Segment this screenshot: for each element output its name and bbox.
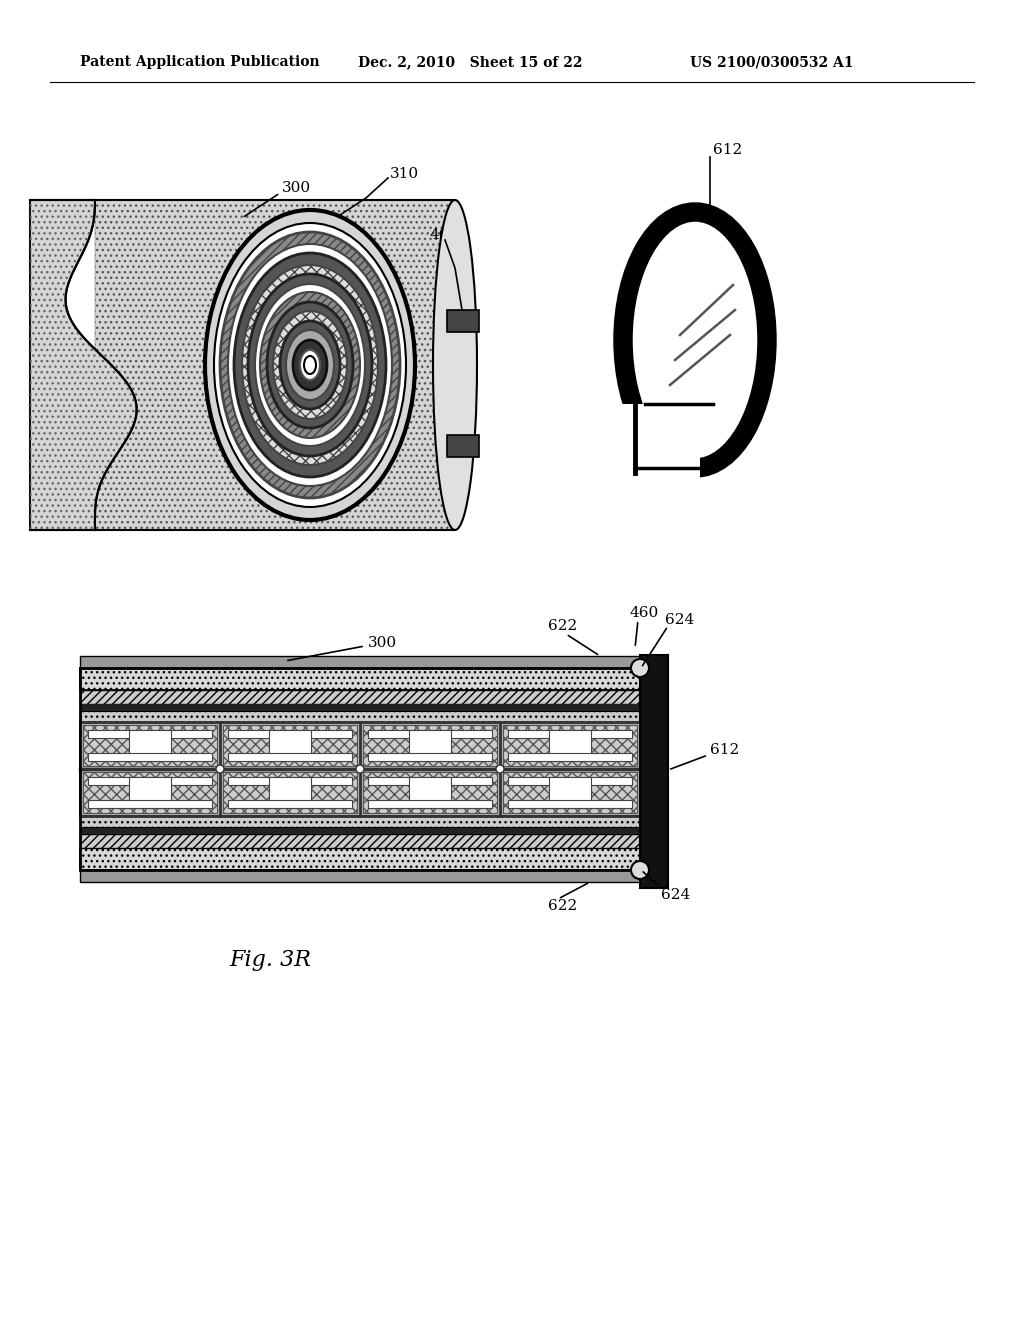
Bar — [362, 772, 497, 813]
Bar — [129, 777, 171, 808]
Text: 622: 622 — [548, 899, 578, 913]
Text: 624: 624 — [662, 888, 690, 902]
Bar — [503, 772, 637, 813]
Bar — [88, 752, 212, 762]
Bar — [95, 201, 455, 531]
Ellipse shape — [228, 244, 392, 486]
Ellipse shape — [280, 321, 340, 409]
Text: Dec. 2, 2010   Sheet 15 of 22: Dec. 2, 2010 Sheet 15 of 22 — [358, 55, 583, 69]
Ellipse shape — [205, 210, 415, 520]
Circle shape — [216, 766, 224, 774]
Text: 622: 622 — [548, 619, 578, 634]
Bar — [409, 777, 451, 808]
Bar — [80, 816, 640, 828]
Bar — [508, 752, 632, 762]
Bar — [368, 752, 492, 762]
Bar — [95, 201, 455, 531]
Bar — [223, 772, 357, 813]
Bar — [228, 730, 352, 738]
Ellipse shape — [260, 292, 360, 438]
Ellipse shape — [220, 232, 400, 498]
Ellipse shape — [214, 223, 406, 507]
Bar — [88, 800, 212, 808]
Ellipse shape — [304, 356, 316, 374]
Bar — [223, 725, 357, 766]
Bar — [80, 847, 640, 870]
Ellipse shape — [205, 210, 415, 520]
Ellipse shape — [248, 275, 372, 455]
Bar — [80, 656, 645, 668]
Ellipse shape — [433, 201, 477, 531]
Ellipse shape — [300, 350, 319, 380]
Bar — [621, 404, 700, 486]
Bar — [80, 828, 640, 834]
Circle shape — [631, 861, 649, 879]
Text: 310: 310 — [390, 168, 419, 181]
Bar — [80, 722, 640, 816]
Bar — [80, 690, 640, 704]
Bar — [80, 711, 640, 722]
Text: Patent Application Publication: Patent Application Publication — [80, 55, 319, 69]
Bar — [228, 800, 352, 808]
Bar — [409, 730, 451, 762]
Bar — [129, 730, 171, 762]
Bar — [508, 730, 632, 738]
Bar — [88, 730, 212, 738]
Bar — [269, 777, 311, 808]
Circle shape — [631, 659, 649, 677]
Bar — [80, 834, 640, 847]
Bar — [80, 870, 645, 882]
Bar — [83, 725, 217, 766]
Bar — [362, 725, 497, 766]
Text: 300: 300 — [368, 636, 397, 649]
Text: 612: 612 — [710, 743, 739, 756]
Bar — [508, 777, 632, 785]
Text: 460: 460 — [630, 606, 659, 620]
Ellipse shape — [623, 213, 767, 469]
Bar — [640, 655, 668, 888]
Bar — [447, 436, 479, 457]
Text: Fig. 3R: Fig. 3R — [229, 949, 311, 972]
Bar — [83, 772, 217, 813]
Bar — [228, 777, 352, 785]
Bar — [368, 730, 492, 738]
Ellipse shape — [255, 284, 365, 446]
Ellipse shape — [273, 312, 347, 418]
Text: 624: 624 — [665, 612, 694, 627]
Bar — [80, 668, 640, 690]
Circle shape — [496, 766, 504, 774]
Ellipse shape — [242, 265, 378, 465]
Bar — [269, 730, 311, 762]
Text: 460: 460 — [430, 228, 459, 242]
Ellipse shape — [637, 226, 753, 454]
Text: 300: 300 — [282, 181, 311, 195]
Ellipse shape — [234, 253, 386, 477]
Text: US 2100/0300532 A1: US 2100/0300532 A1 — [690, 55, 853, 69]
Ellipse shape — [293, 341, 327, 389]
Text: 612: 612 — [713, 143, 742, 157]
Bar — [503, 725, 637, 766]
Bar — [368, 777, 492, 785]
Bar — [368, 800, 492, 808]
Polygon shape — [30, 201, 136, 531]
Bar — [549, 730, 591, 762]
Bar — [80, 668, 640, 870]
Bar — [549, 777, 591, 808]
Ellipse shape — [286, 330, 334, 400]
Bar — [80, 704, 640, 711]
Bar — [447, 310, 479, 333]
Bar — [228, 752, 352, 762]
Bar — [508, 800, 632, 808]
Bar — [88, 777, 212, 785]
Ellipse shape — [267, 302, 353, 428]
Circle shape — [356, 766, 364, 774]
